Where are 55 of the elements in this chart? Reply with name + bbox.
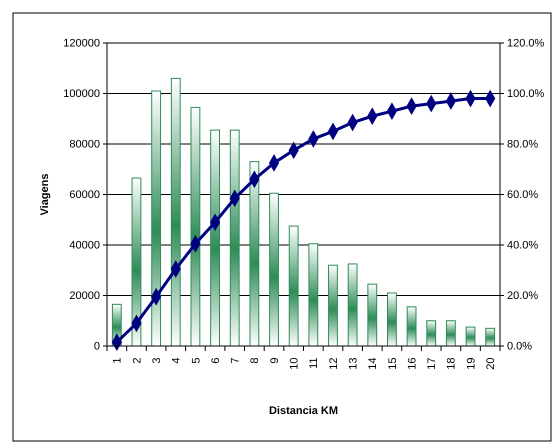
y-tick-label: 100000 bbox=[63, 88, 100, 100]
y-axis-title: Viagens bbox=[39, 174, 51, 216]
x-axis-title: Distancia KM bbox=[268, 405, 338, 417]
bar bbox=[190, 106, 200, 346]
x-tick-label: 9 bbox=[268, 358, 281, 364]
y-tick-label: 40000 bbox=[69, 240, 100, 252]
y2-tick-label: 40.0% bbox=[507, 240, 538, 252]
x-tick-label: 6 bbox=[210, 358, 222, 364]
bar bbox=[151, 90, 162, 346]
x-tick-label: 18 bbox=[446, 358, 458, 370]
x-tick-label: 3 bbox=[150, 358, 163, 364]
x-tick-label: 16 bbox=[406, 358, 418, 370]
x-tick-label: 15 bbox=[386, 358, 399, 370]
bar bbox=[170, 78, 181, 346]
x-tick-label: 4 bbox=[170, 358, 183, 364]
x-tick-label: 14 bbox=[367, 358, 380, 370]
y-tick-label: 80000 bbox=[69, 138, 100, 151]
bar bbox=[348, 263, 358, 346]
bar bbox=[269, 192, 279, 346]
y-tick-label: 0 bbox=[94, 340, 100, 353]
y-tick-label: 20000 bbox=[69, 290, 100, 302]
x-tick-label: 11 bbox=[308, 358, 320, 369]
bar bbox=[426, 320, 436, 346]
y2-tick-label: 100.0% bbox=[507, 88, 545, 100]
x-tick-label: 5 bbox=[190, 358, 202, 364]
bar bbox=[288, 226, 299, 346]
x-tick-label: 17 bbox=[426, 358, 438, 370]
x-tick-label: 1 bbox=[112, 358, 124, 364]
y2-tick-label: 120.0% bbox=[507, 38, 545, 50]
y2-tick-label: 60.0% bbox=[507, 189, 538, 202]
y2-tick-label: 80.0% bbox=[507, 138, 538, 151]
bar bbox=[132, 178, 142, 346]
x-tick-label: 8 bbox=[249, 358, 262, 364]
x-tick-label: 2 bbox=[131, 358, 144, 364]
y2-tick-label: 0.0% bbox=[507, 340, 532, 353]
y-tick-label: 60000 bbox=[69, 189, 100, 202]
bar bbox=[466, 326, 476, 346]
bar bbox=[210, 130, 220, 346]
bar bbox=[387, 292, 397, 346]
x-tick-label: 7 bbox=[230, 358, 242, 364]
bar bbox=[406, 306, 416, 346]
x-tick-label: 20 bbox=[485, 358, 498, 370]
y2-tick-label: 20.0% bbox=[507, 290, 538, 302]
bar bbox=[485, 328, 496, 346]
bar bbox=[308, 243, 318, 346]
y-tick-label: 120000 bbox=[63, 38, 100, 50]
x-tick-label: 10 bbox=[288, 358, 301, 370]
x-tick-label: 13 bbox=[347, 358, 360, 370]
bar bbox=[446, 320, 456, 346]
x-tick-label: 19 bbox=[465, 358, 478, 370]
bar bbox=[367, 284, 378, 346]
x-tick-label: 12 bbox=[328, 358, 340, 370]
bar bbox=[230, 130, 240, 346]
bar bbox=[249, 161, 260, 346]
bar bbox=[328, 264, 338, 346]
